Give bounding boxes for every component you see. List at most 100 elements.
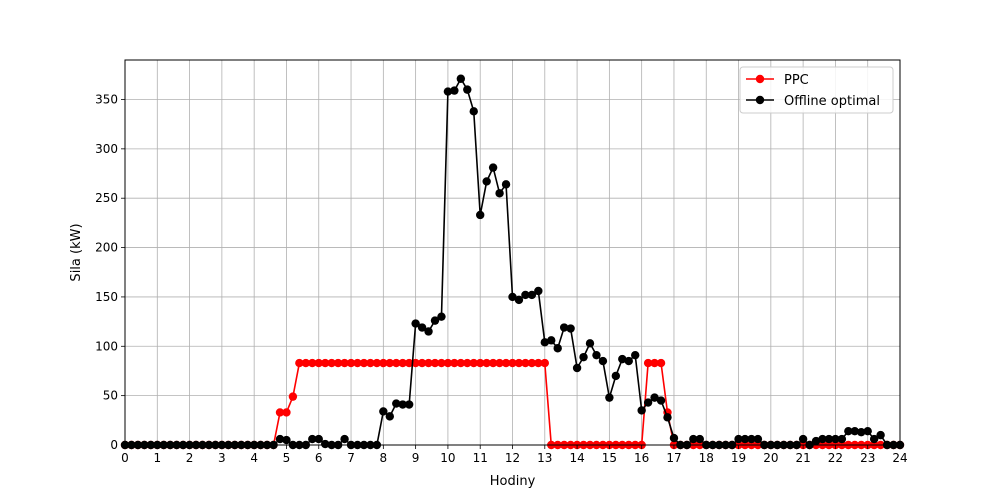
data-point — [282, 408, 291, 417]
x-tick-label: 6 — [315, 451, 323, 465]
data-point — [857, 427, 866, 437]
data-point — [514, 358, 524, 368]
data-point — [650, 358, 659, 368]
data-point — [534, 358, 543, 368]
x-tick-label: 8 — [380, 451, 388, 465]
data-point — [469, 358, 478, 368]
data-point — [379, 407, 388, 416]
x-tick-label: 22 — [828, 451, 843, 465]
data-point — [366, 358, 375, 368]
data-point — [275, 408, 285, 417]
data-point — [798, 434, 808, 444]
data-point — [527, 358, 537, 368]
data-point — [430, 316, 440, 325]
legend-label: Offline optimal — [784, 94, 880, 109]
data-point — [437, 312, 446, 321]
data-point — [650, 393, 659, 402]
data-point — [275, 434, 285, 444]
data-point — [450, 358, 459, 368]
data-point — [476, 358, 485, 368]
data-point — [411, 358, 420, 368]
data-point — [534, 286, 543, 296]
data-point — [585, 339, 595, 348]
data-point — [308, 434, 317, 444]
data-point — [463, 358, 472, 368]
x-tick-label: 20 — [763, 451, 778, 465]
data-point — [521, 358, 530, 368]
data-point — [476, 210, 485, 220]
data-point — [288, 392, 298, 401]
legend: PPC Offline optimal — [739, 66, 894, 114]
data-point — [508, 358, 517, 368]
data-point — [353, 358, 362, 368]
data-point — [456, 358, 466, 368]
data-point — [333, 358, 343, 368]
x-tick-label: 16 — [634, 451, 649, 465]
data-point — [837, 434, 847, 444]
data-point — [663, 413, 672, 422]
data-point — [463, 85, 472, 94]
data-point — [398, 358, 407, 368]
x-tick-label: 14 — [569, 451, 584, 465]
data-point — [547, 336, 556, 345]
x-tick-label: 13 — [537, 451, 552, 465]
data-point — [695, 434, 704, 444]
data-point — [314, 358, 323, 368]
data-point — [514, 295, 524, 305]
data-point — [437, 358, 446, 368]
data-point — [521, 290, 530, 300]
data-point — [430, 358, 440, 368]
y-tick-label: 100 — [95, 339, 118, 353]
data-point — [469, 107, 478, 116]
data-point — [417, 323, 427, 332]
data-point — [385, 358, 394, 368]
data-point — [359, 358, 369, 368]
data-point — [398, 400, 407, 409]
x-tick-label: 23 — [860, 451, 875, 465]
data-point — [424, 358, 433, 368]
data-point — [501, 180, 511, 189]
data-point — [611, 371, 621, 381]
data-point — [656, 358, 666, 368]
data-point — [740, 434, 750, 444]
data-point — [327, 358, 336, 368]
data-point — [850, 426, 859, 436]
y-axis-label: Sila (kW) — [69, 223, 84, 281]
data-point — [598, 356, 608, 366]
x-tick-label: 5 — [283, 451, 291, 465]
y-tick-label: 150 — [95, 290, 118, 304]
y-tick-label: 200 — [95, 241, 118, 255]
legend-item: PPC — [746, 73, 809, 88]
data-point — [417, 358, 427, 368]
data-point — [553, 344, 562, 353]
data-point — [689, 434, 698, 444]
data-point — [540, 358, 549, 368]
data-point — [482, 358, 491, 368]
data-point — [656, 396, 666, 405]
y-tick-label: 350 — [95, 92, 118, 106]
data-point — [482, 177, 491, 186]
y-tick-label: 300 — [95, 142, 118, 156]
data-point — [340, 358, 349, 368]
data-point — [824, 434, 834, 444]
data-point — [643, 358, 653, 368]
data-point — [379, 358, 388, 368]
x-tick-label: 1 — [153, 451, 161, 465]
x-tick-label: 10 — [440, 451, 455, 465]
data-point — [753, 434, 763, 444]
data-point — [495, 358, 504, 368]
x-tick-label: 21 — [795, 451, 810, 465]
data-point — [450, 86, 459, 95]
data-point — [314, 434, 323, 444]
data-point — [301, 358, 311, 368]
data-point — [321, 358, 330, 368]
data-point — [559, 323, 569, 332]
data-point — [456, 74, 466, 83]
data-point — [495, 189, 504, 198]
data-point — [566, 324, 575, 333]
x-tick-label: 0 — [121, 451, 129, 465]
x-tick-label: 3 — [218, 451, 226, 465]
data-point — [308, 358, 317, 368]
data-point — [295, 358, 304, 368]
x-tick-label: 18 — [699, 451, 714, 465]
